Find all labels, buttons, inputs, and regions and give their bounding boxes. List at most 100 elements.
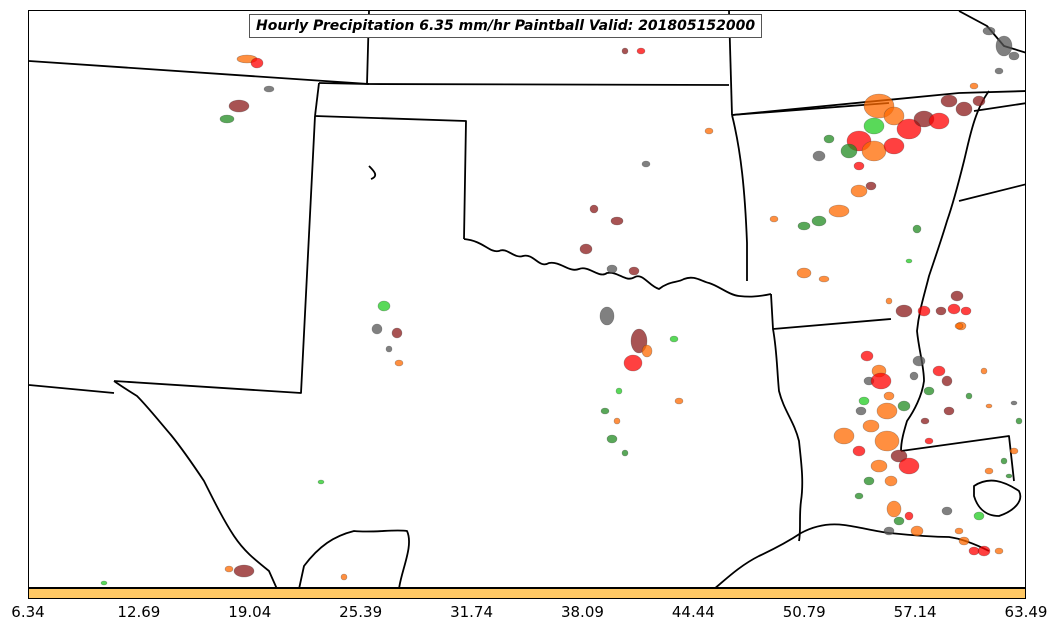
precip-blob [958, 536, 970, 546]
precip-blob [960, 306, 972, 316]
boundary-wy-co [29, 60, 370, 85]
precip-blob [932, 365, 946, 377]
precip-blob [674, 397, 684, 405]
precip-blob [391, 327, 403, 339]
boundary-sabine [772, 328, 804, 542]
precip-blob [600, 407, 610, 415]
precip-blob [972, 95, 986, 107]
precip-blob [977, 545, 991, 557]
colorbar-tick-label: 44.44 [671, 603, 715, 621]
colorbar [28, 588, 1026, 599]
colorbar-tick-label: 19.04 [228, 603, 272, 621]
precip-blob [853, 161, 865, 171]
precip-blob [1009, 447, 1019, 455]
precip-blob [909, 371, 919, 381]
boundary-red-river [463, 238, 772, 298]
precip-blob [818, 275, 830, 283]
precip-blob [589, 204, 599, 214]
boundary-tx-ar [770, 293, 892, 330]
boundary-ks-ok [314, 115, 467, 240]
precip-blob [1010, 400, 1018, 406]
precip-blob [980, 367, 988, 375]
precip-blob [954, 322, 964, 330]
precip-blob [641, 160, 651, 168]
precip-blob [340, 573, 348, 581]
state-boundaries [29, 11, 1025, 587]
precip-blob [954, 527, 964, 535]
precip-blob [621, 449, 629, 457]
precip-blob [870, 372, 892, 390]
precip-blob [579, 243, 593, 255]
precip-blob [912, 224, 922, 234]
precip-blob [385, 345, 393, 353]
precip-blob [606, 434, 618, 444]
colorbar-tick-label: 63.49 [1004, 603, 1048, 621]
precip-blob [1015, 417, 1023, 425]
precip-blob [854, 492, 864, 500]
precip-blob [884, 475, 898, 487]
precip-paintballs [100, 26, 1023, 586]
precip-blob [883, 391, 895, 401]
precip-blob [704, 127, 714, 135]
precip-blob [628, 266, 640, 276]
precip-blob [994, 67, 1004, 75]
precip-blob [623, 354, 643, 372]
boundary-lake-ne [368, 165, 377, 180]
precip-blob [924, 437, 934, 445]
precip-blob [812, 150, 826, 162]
precip-blob [863, 117, 885, 135]
precip-blob [852, 445, 866, 457]
precip-blob [865, 181, 877, 191]
precip-blob [100, 580, 108, 586]
precip-blob [641, 344, 653, 358]
precip-blob [910, 525, 924, 537]
colorbar-tick-label: 6.34 [11, 603, 45, 621]
precip-blob [969, 82, 979, 90]
precip-blob [898, 457, 920, 475]
precip-blob [935, 306, 947, 316]
colorbar-tick-label: 38.09 [560, 603, 604, 621]
precip-blob [371, 323, 383, 335]
precip-blob [615, 387, 623, 395]
precip-blob [883, 106, 905, 126]
precip-blob [1000, 457, 1008, 465]
boundary-coast-ms [973, 479, 1022, 517]
precip-blob [796, 267, 812, 279]
precip-blob [995, 35, 1013, 57]
precip-blob [858, 396, 870, 406]
boundary-rio-grande [113, 380, 278, 587]
precip-blob [250, 57, 264, 69]
boundary-ne-corner [958, 11, 1025, 54]
precip-blob [828, 204, 850, 218]
boundary-mo-ar [731, 90, 1025, 116]
precip-blob [669, 335, 679, 343]
precip-blob [982, 26, 996, 36]
precip-blob [896, 118, 922, 140]
precip-blob [630, 328, 648, 354]
precip-blob [317, 479, 325, 485]
precip-blob [870, 459, 888, 473]
colorbar-tick-label: 57.14 [893, 603, 937, 621]
precip-blob [965, 392, 973, 400]
precip-blob [863, 476, 875, 486]
precip-blob [923, 386, 935, 396]
precip-blob [955, 101, 973, 117]
precip-blob [905, 258, 913, 264]
map-panel [28, 10, 1026, 588]
precip-blob [947, 303, 961, 315]
precip-blob [895, 304, 913, 318]
precip-blob [219, 114, 235, 124]
precip-blob [861, 140, 887, 162]
boundary-ne-ks [366, 83, 730, 86]
boundary-ks-mo [731, 102, 890, 116]
boundary-il-ky [973, 102, 1025, 112]
precip-blob [920, 417, 930, 425]
precip-blob [994, 547, 1004, 555]
precip-blob [883, 137, 905, 155]
map-title: Hourly Precipitation 6.35 mm/hr Paintbal… [249, 14, 763, 38]
precip-blob [599, 306, 615, 326]
precip-blob [940, 94, 958, 108]
precip-blob [985, 403, 993, 409]
precip-blob [862, 419, 880, 433]
precip-blob [950, 290, 964, 302]
